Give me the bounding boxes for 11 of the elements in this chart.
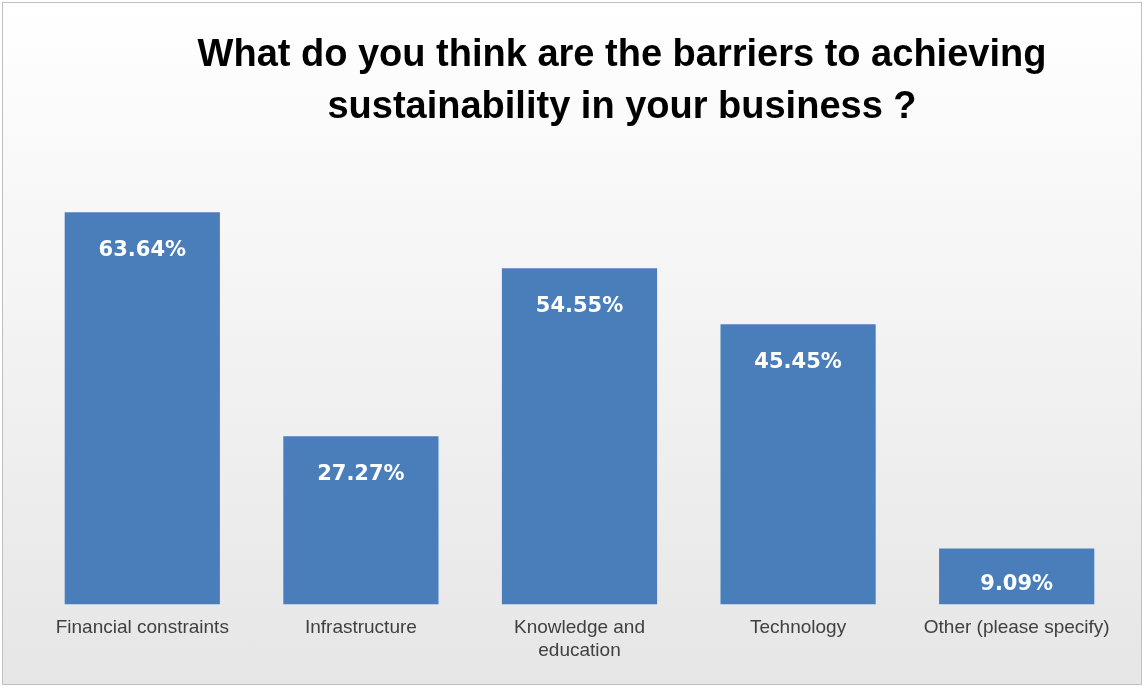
x-tick-label: Technology: [750, 616, 847, 638]
data-label: 27.27%: [317, 460, 405, 485]
data-label: 45.45%: [754, 348, 842, 373]
data-label: 63.64%: [98, 236, 187, 261]
x-tick-label: Infrastructure: [304, 616, 417, 638]
x-tick-label: Financial constraints: [55, 616, 229, 638]
x-tick-label: Other (please specify): [923, 616, 1110, 638]
chart-title: What do you think are the barriers to achieving sustainability in your business ?: [196, 31, 1048, 128]
x-tick-label: Knowledge and education: [514, 616, 645, 660]
data-label: 54.55%: [535, 292, 624, 317]
data-label: 9.09%: [980, 570, 1054, 595]
